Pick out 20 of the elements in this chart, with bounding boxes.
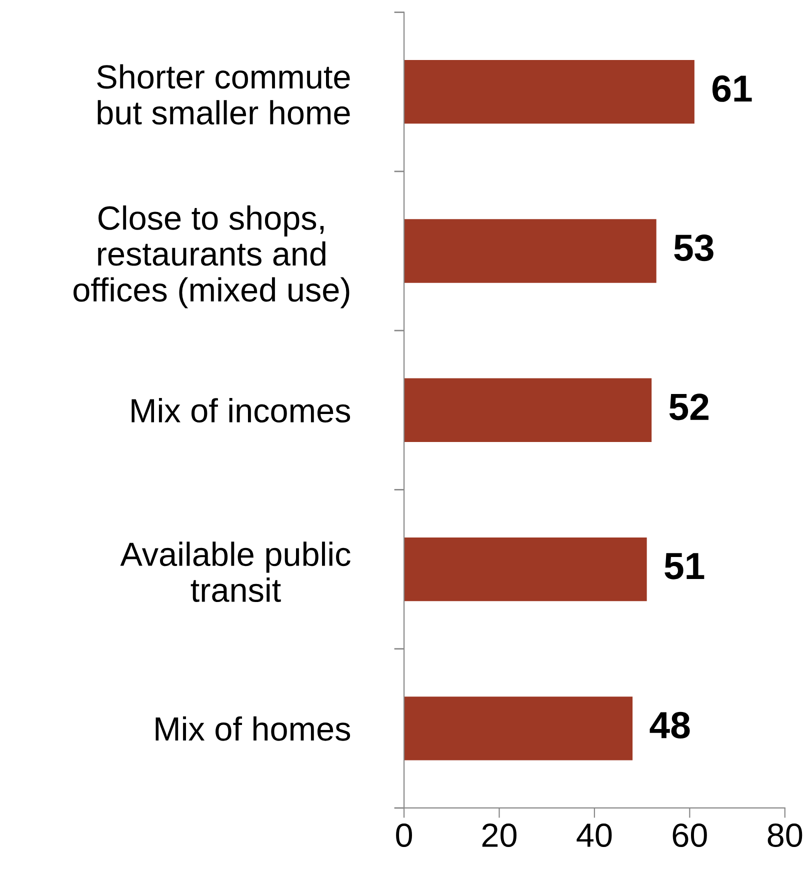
data-label: 53 xyxy=(674,234,714,262)
y-tick-label: Mix of homes xyxy=(156,716,350,741)
x-tick-label: 60 xyxy=(672,823,707,848)
data-label: 48 xyxy=(650,712,690,738)
bar xyxy=(404,60,694,124)
x-tick-label: 40 xyxy=(576,823,612,848)
data-label: 51 xyxy=(664,553,704,580)
bar xyxy=(404,696,633,760)
y-tick-label: Mix of incomes xyxy=(132,398,350,423)
y-tick-label: Available public transit xyxy=(120,542,350,602)
x-tick-label: 0 xyxy=(396,823,412,848)
data-label: 52 xyxy=(669,394,708,420)
bar xyxy=(404,378,652,442)
data-label: 61 xyxy=(712,75,752,102)
x-tick-label: 20 xyxy=(482,823,516,848)
y-tick-label: Shorter commute but smaller home xyxy=(97,64,350,125)
bar xyxy=(404,537,647,602)
bar xyxy=(404,219,656,283)
x-tick-label: 80 xyxy=(768,823,802,848)
y-tick-label: Close to shops, restaurants and offices (mixed use) xyxy=(74,205,350,308)
